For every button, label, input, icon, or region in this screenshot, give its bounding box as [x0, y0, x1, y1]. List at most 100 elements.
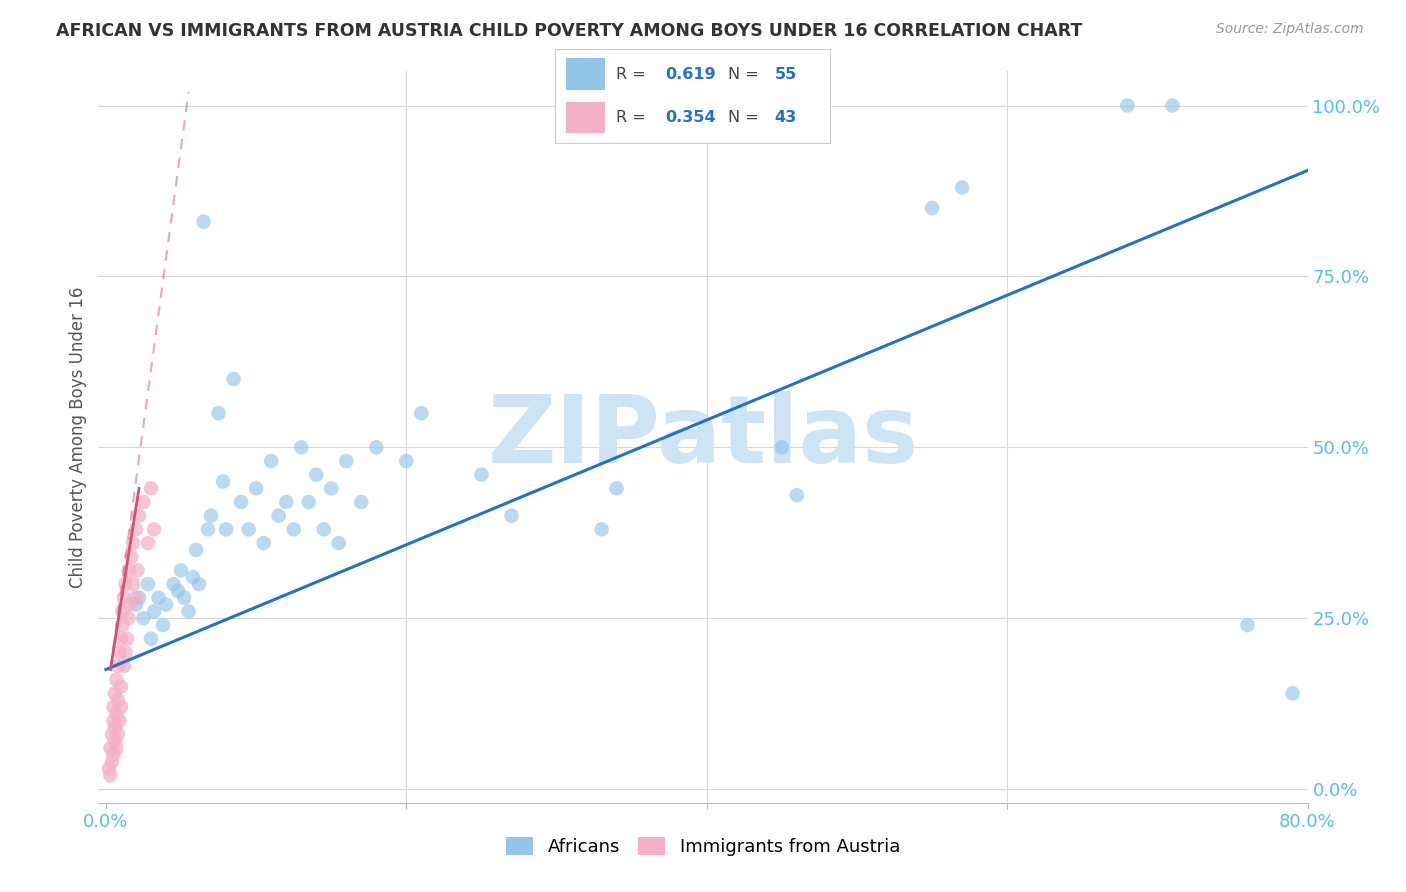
Point — [335, 454, 357, 468]
Point — [395, 454, 418, 468]
Point — [181, 570, 204, 584]
Point — [1161, 98, 1184, 112]
FancyBboxPatch shape — [567, 59, 605, 90]
Point — [121, 549, 143, 564]
Point — [127, 563, 149, 577]
Point — [786, 488, 808, 502]
Point — [107, 659, 129, 673]
Point — [245, 481, 267, 495]
Point — [212, 475, 235, 489]
Text: R =: R = — [616, 110, 651, 125]
Point — [177, 604, 200, 618]
Point — [222, 372, 245, 386]
Point — [591, 522, 613, 536]
Legend: Africans, Immigrants from Austria: Africans, Immigrants from Austria — [499, 830, 907, 863]
Point — [114, 645, 136, 659]
Point — [103, 714, 125, 728]
Point — [366, 440, 388, 454]
Point — [215, 522, 238, 536]
Point — [193, 215, 215, 229]
Point — [125, 591, 148, 605]
Point — [101, 727, 124, 741]
Point — [105, 706, 128, 721]
Point — [105, 741, 128, 756]
Point — [312, 522, 335, 536]
Point — [143, 604, 166, 618]
Point — [470, 467, 492, 482]
Point — [173, 591, 195, 605]
Point — [162, 577, 184, 591]
Point — [122, 577, 145, 591]
Point — [104, 734, 127, 748]
Point — [110, 680, 132, 694]
Text: N =: N = — [728, 110, 763, 125]
Point — [125, 522, 148, 536]
Text: AFRICAN VS IMMIGRANTS FROM AUSTRIA CHILD POVERTY AMONG BOYS UNDER 16 CORRELATION: AFRICAN VS IMMIGRANTS FROM AUSTRIA CHILD… — [56, 22, 1083, 40]
Point — [267, 508, 290, 523]
Point — [229, 495, 252, 509]
Point — [197, 522, 219, 536]
Point — [184, 542, 207, 557]
Point — [108, 714, 131, 728]
Point — [112, 659, 135, 673]
Point — [110, 632, 132, 646]
Text: R =: R = — [616, 67, 651, 82]
FancyBboxPatch shape — [567, 102, 605, 134]
Point — [350, 495, 373, 509]
Point — [112, 591, 135, 605]
Point — [101, 755, 124, 769]
Point — [290, 440, 312, 454]
Point — [148, 591, 170, 605]
Text: 0.354: 0.354 — [665, 110, 716, 125]
Y-axis label: Child Poverty Among Boys Under 16: Child Poverty Among Boys Under 16 — [69, 286, 87, 588]
Point — [114, 577, 136, 591]
Point — [105, 673, 128, 687]
Text: 43: 43 — [775, 110, 797, 125]
Point — [1281, 686, 1303, 700]
Point — [100, 768, 122, 782]
Point — [139, 632, 162, 646]
Point — [260, 454, 283, 468]
Point — [321, 481, 343, 495]
Point — [155, 598, 177, 612]
Point — [132, 611, 155, 625]
Point — [305, 467, 328, 482]
Point — [152, 618, 174, 632]
Point — [283, 522, 305, 536]
Point — [770, 440, 793, 454]
Point — [1116, 98, 1139, 112]
Point — [122, 536, 145, 550]
Point — [110, 700, 132, 714]
Text: Source: ZipAtlas.com: Source: ZipAtlas.com — [1216, 22, 1364, 37]
Point — [276, 495, 298, 509]
Point — [100, 741, 122, 756]
Point — [139, 481, 162, 495]
Point — [136, 536, 159, 550]
Point — [606, 481, 628, 495]
Point — [167, 583, 190, 598]
Point — [253, 536, 276, 550]
Point — [125, 598, 148, 612]
Point — [411, 406, 433, 420]
Point — [115, 632, 138, 646]
Point — [170, 563, 193, 577]
Point — [298, 495, 321, 509]
Text: ZIPatlas: ZIPatlas — [488, 391, 918, 483]
Point — [108, 645, 131, 659]
Point — [200, 508, 222, 523]
Point — [501, 508, 523, 523]
Point — [921, 201, 943, 215]
Point — [207, 406, 229, 420]
Point — [950, 180, 973, 194]
Point — [107, 693, 129, 707]
Point — [188, 577, 211, 591]
Point — [111, 618, 134, 632]
Point — [107, 727, 129, 741]
Text: N =: N = — [728, 67, 763, 82]
Point — [132, 495, 155, 509]
Point — [104, 686, 127, 700]
Point — [128, 508, 150, 523]
Point — [117, 611, 139, 625]
Point — [118, 598, 141, 612]
Text: 0.619: 0.619 — [665, 67, 716, 82]
